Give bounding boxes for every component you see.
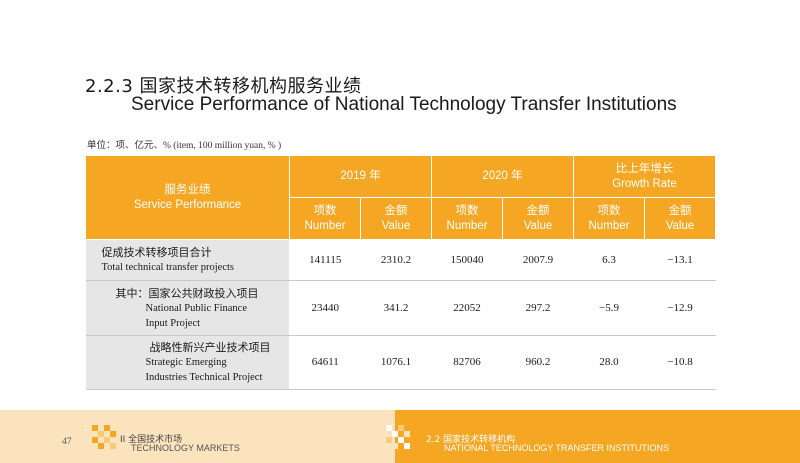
header-number-2020: 项数 Number	[431, 197, 503, 240]
footer-section-en: NATIONAL TECHNOLOGY TRANSFER INSTITUTION…	[444, 443, 670, 453]
header-service-performance: 服务业绩 Service Performance	[85, 155, 290, 240]
row-label-en: Total technical transfer projects	[101, 262, 235, 273]
header-number-cn: 项数	[455, 204, 479, 217]
cell-number-2019: 64611	[289, 335, 361, 390]
cell-value-growth: −10.8	[644, 335, 716, 390]
cell-number-2020: 22052	[431, 280, 503, 336]
footer-left-band	[0, 410, 395, 463]
cell-value-2020: 960.2	[502, 335, 574, 390]
row-label: 战略性新兴产业技术项目 Strategic Emerging Industrie…	[85, 335, 290, 390]
cell-number-2020: 150040	[431, 239, 503, 281]
header-growth: 比上年增长 Growth Rate	[573, 155, 716, 198]
header-number-en: Number	[446, 219, 488, 232]
cell-number-2019: 141115	[289, 239, 361, 281]
header-service-en: Service Performance	[133, 198, 242, 211]
service-performance-table: 服务业绩 Service Performance 2019 年 2020 年 比…	[85, 155, 716, 390]
header-number-2019: 项数 Number	[289, 197, 361, 240]
section-title-en: Service Performance of National Technolo…	[131, 94, 677, 115]
table-row: 其中：国家公共财政投入项目 National Public Finance In…	[85, 280, 716, 336]
row-label-cn: 促成技术转移项目合计	[101, 246, 212, 259]
header-value-2020: 金额 Value	[502, 197, 574, 240]
header-number-cn: 项数	[597, 204, 621, 217]
cell-number-2020: 82706	[431, 335, 503, 390]
row-label-en-cont: Input Project	[145, 317, 201, 329]
row-label-cn: 其中：国家公共财政投入项目	[115, 286, 259, 300]
cell-value-growth: −13.1	[644, 239, 716, 281]
header-value-cn: 金额	[526, 204, 550, 217]
section-title-cn: 2.2.3 国家技术转移机构服务业绩	[85, 76, 362, 97]
cell-value-2020: 297.2	[502, 280, 574, 336]
header-value-en: Value	[381, 219, 411, 232]
header-growth-cn: 比上年增长	[615, 162, 674, 175]
header-number-cn: 项数	[313, 204, 337, 217]
cell-value-2020: 2007.9	[502, 239, 574, 281]
header-value-2019: 金额 Value	[360, 197, 432, 240]
page-number: 47	[62, 437, 72, 447]
row-label-en-cont: Industries Technical Project	[145, 372, 263, 383]
cell-value-2019: 1076.1	[360, 335, 432, 390]
table-row: 战略性新兴产业技术项目 Strategic Emerging Industrie…	[85, 335, 716, 390]
cell-value-2019: 341.2	[360, 280, 432, 336]
header-number-en: Number	[588, 219, 630, 232]
header-2019: 2019 年	[289, 155, 432, 198]
header-value-growth: 金额 Value	[644, 197, 716, 240]
header-value-cn: 金额	[668, 204, 692, 217]
cell-number-growth: 28.0	[573, 335, 645, 390]
cell-number-2019: 23440	[289, 280, 361, 336]
row-label-en: Strategic Emerging	[145, 357, 227, 368]
cell-value-2019: 2310.2	[360, 239, 432, 281]
header-value-en: Value	[523, 219, 553, 232]
footer-right-band	[395, 410, 800, 463]
footer-section-cn: 2.2 国家技术转移机构	[426, 435, 516, 445]
footer-chapter-cn: II 全国技术市场	[120, 435, 183, 445]
row-label: 其中：国家公共财政投入项目 National Public Finance In…	[85, 280, 290, 336]
header-service-cn: 服务业绩	[164, 183, 211, 196]
cell-value-growth: −12.9	[644, 280, 716, 336]
cell-number-growth: −5.9	[573, 280, 645, 336]
row-label-en: National Public Finance	[145, 302, 247, 314]
header-number-en: Number	[304, 219, 346, 232]
row-label: 促成技术转移项目合计 Total technical transfer proj…	[85, 239, 290, 281]
header-2020: 2020 年	[431, 155, 574, 198]
header-number-growth: 项数 Number	[573, 197, 645, 240]
unit-note: 单位：项、亿元、% (item, 100 million yuan, % )	[87, 141, 282, 151]
header-growth-en: Growth Rate	[612, 177, 677, 190]
header-value-en: Value	[665, 219, 695, 232]
header-value-cn: 金额	[384, 204, 408, 217]
table-row: 促成技术转移项目合计 Total technical transfer proj…	[85, 239, 716, 281]
footer-chapter-en: TECHNOLOGY MARKETS	[131, 443, 240, 453]
row-label-cn: 战略性新兴产业技术项目	[149, 341, 271, 354]
cell-number-growth: 6.3	[573, 239, 645, 281]
